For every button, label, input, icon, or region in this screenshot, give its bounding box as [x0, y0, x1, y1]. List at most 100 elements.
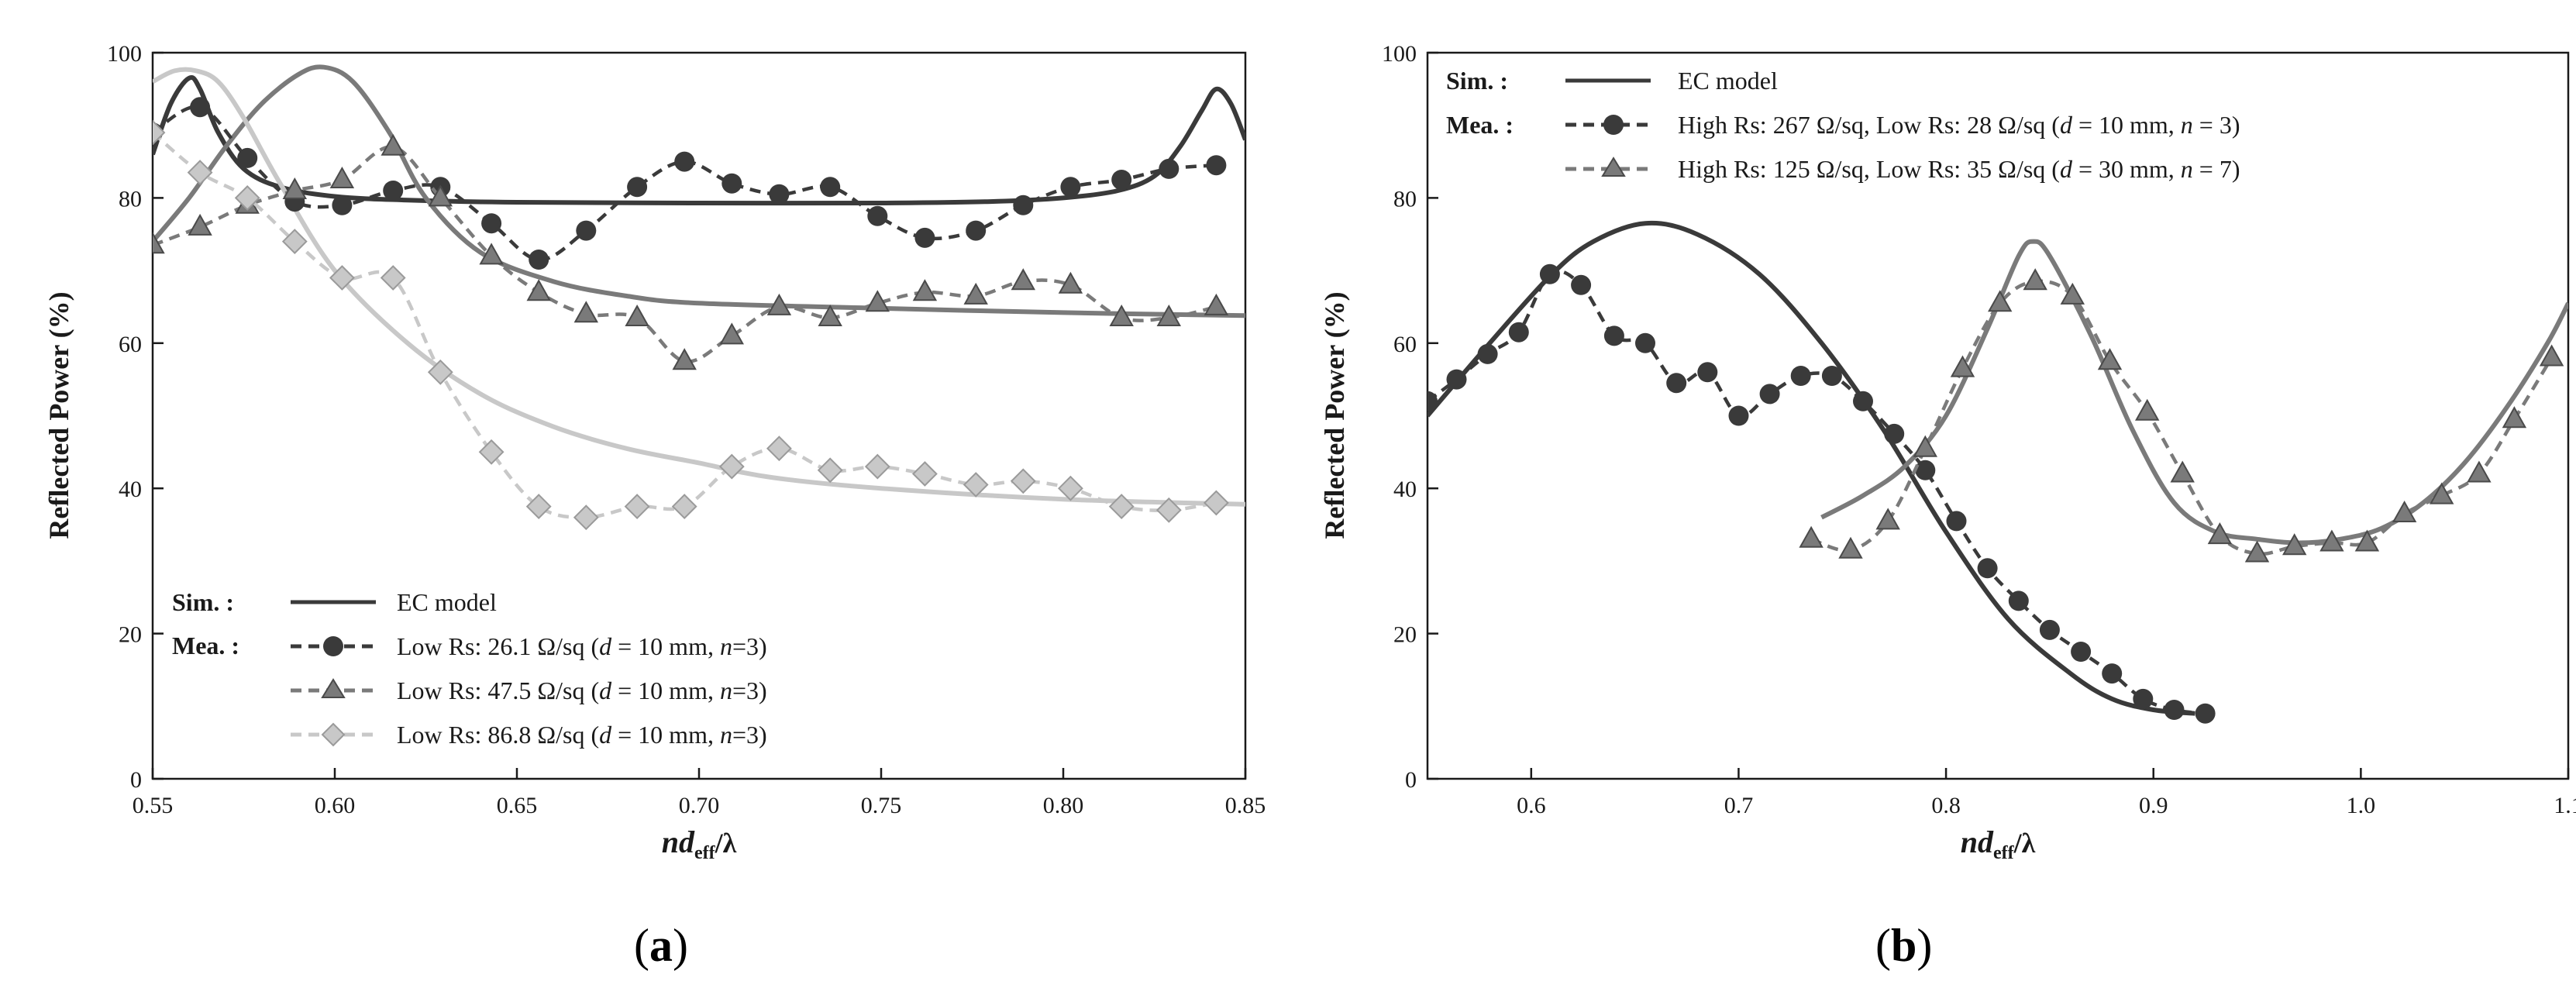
y-tick-label: 20 [1393, 622, 1417, 648]
sim-curve [153, 64, 1245, 318]
data-point-diamond [525, 494, 552, 520]
data-point-triangle [381, 133, 405, 156]
data-point-triangle [2502, 406, 2527, 429]
chart-a-series [153, 64, 1245, 531]
y-tick-label: 80 [1393, 186, 1417, 212]
data-point-circle [867, 205, 888, 226]
y-tick-label: 0 [1405, 767, 1417, 793]
data-point-diamond [427, 359, 453, 385]
legend-b-mea-marker-1 [1603, 115, 1624, 135]
data-point-diamond [864, 453, 890, 480]
data-point-circle [1427, 391, 1438, 411]
legend-b-sim-label: EC model [1678, 67, 1778, 95]
data-point-circle [1111, 170, 1132, 190]
x-tick-label: 0.8 [1931, 793, 1961, 818]
data-point-diamond [817, 457, 843, 484]
data-point-circle [966, 220, 987, 241]
y-tick-label: 20 [119, 622, 142, 648]
data-point-triangle [1987, 290, 2013, 312]
data-point-triangle [479, 243, 504, 265]
measured-curve [153, 105, 1217, 262]
data-point-triangle [2170, 460, 2195, 483]
chart-b-series [1427, 220, 2568, 724]
x-tick-label: 0.85 [1225, 793, 1266, 818]
legend-a-sim-label: EC model [397, 588, 497, 616]
data-point-triangle [2060, 282, 2085, 305]
data-point-triangle [818, 304, 842, 326]
legend-a-mea-marker-3 [321, 722, 346, 747]
legend-b-mea-label-1: High Rs: 267 Ω/sq, Low Rs: 28 Ω/sq (d = … [1678, 111, 2240, 139]
legend-b-mea-label-2: High Rs: 125 Ω/sq, Low Rs: 35 Ω/sq (d = … [1678, 155, 2240, 183]
x-tick-label: 1.1 [2554, 793, 2576, 818]
data-point-triangle [1058, 271, 1083, 294]
data-point-triangle [865, 290, 890, 312]
x-tick-label: 0.9 [2139, 793, 2168, 818]
legend-a-mea-head: Mea. : [172, 632, 239, 659]
chart-a-y-ticks: 0 20 40 60 80 100 [107, 41, 164, 793]
legend-a-mea-marker-2 [321, 678, 346, 698]
data-point-triangle [1011, 268, 1036, 291]
data-point-triangle [1156, 304, 1182, 326]
x-tick-label: 0.6 [1517, 793, 1546, 818]
data-point-circle [1884, 423, 1905, 444]
data-point-triangle [1950, 355, 1975, 377]
data-point-circle [2195, 703, 2216, 724]
x-tick-label: 0.65 [497, 793, 538, 818]
data-point-diamond [963, 472, 989, 498]
data-point-diamond [624, 494, 650, 520]
data-point-circle [769, 184, 790, 205]
x-tick-label: 0.75 [861, 793, 902, 818]
y-tick-label: 100 [107, 41, 142, 67]
data-point-diamond [380, 265, 406, 291]
legend-a-mea-label-1: Low Rs: 26.1 Ω/sq (d = 10 mm, n=3) [397, 632, 767, 660]
legend-b-mea-head: Mea. : [1446, 111, 1514, 139]
data-point-triangle [1913, 435, 1938, 457]
data-point-circle [332, 195, 353, 215]
data-point-circle [1539, 263, 1560, 284]
chart-a-plot-frame [151, 51, 1247, 780]
data-point-triangle [963, 282, 988, 305]
y-tick-label: 80 [119, 186, 142, 212]
data-point-diamond [478, 439, 505, 465]
data-point-diamond [766, 436, 792, 462]
data-point-triangle [1109, 304, 1134, 326]
data-point-circle [820, 177, 841, 198]
data-point-triangle [329, 166, 355, 188]
panel-label-a: (a) [634, 920, 688, 971]
data-point-triangle [428, 184, 453, 207]
data-point-circle [914, 227, 935, 248]
data-point-triangle [2392, 500, 2417, 522]
data-point-triangle [719, 322, 745, 345]
data-point-circle [1635, 332, 1655, 353]
data-point-circle [1603, 325, 1624, 346]
data-point-diamond [671, 494, 697, 520]
data-point-diamond [1203, 490, 1229, 516]
y-tick-label: 100 [1382, 41, 1417, 67]
chart-b: 0.6 0.7 0.8 0.9 1.0 1.1 0 20 40 60 80 100 Reflecte… [1319, 41, 2576, 971]
data-point-circle [1697, 362, 1718, 383]
data-point-circle [627, 177, 648, 198]
data-point-circle [1790, 366, 1811, 386]
sim-curve [153, 75, 1245, 206]
data-point-triangle [1838, 536, 1863, 559]
data-point-diamond [1155, 497, 1182, 523]
data-point-diamond [234, 184, 260, 211]
data-point-circle [2164, 700, 2185, 720]
sim-curve [153, 67, 1245, 507]
data-point-circle [190, 97, 211, 118]
chart-a-legend: Sim. : EC model Mea. : Low Rs: 26.1 Ω/sq… [172, 588, 767, 749]
data-point-diamond [153, 119, 166, 146]
data-point-triangle [2467, 460, 2492, 483]
chart-a-x-ticks: 0.55 0.60 0.65 0.70 0.75 0.80 0.85 [133, 768, 1266, 818]
data-point-diamond [1108, 494, 1135, 520]
data-point-circle [1666, 373, 1687, 394]
data-point-circle [2008, 590, 2029, 611]
data-point-triangle [2429, 482, 2454, 504]
legend-a-mea-label-2: Low Rs: 47.5 Ω/sq (d = 10 mm, n=3) [397, 677, 767, 704]
data-point-diamond [1057, 475, 1083, 501]
data-point-diamond [281, 229, 308, 255]
measured-curve [153, 131, 1217, 519]
x-tick-label: 0.60 [315, 793, 356, 818]
y-tick-label: 40 [119, 477, 142, 502]
